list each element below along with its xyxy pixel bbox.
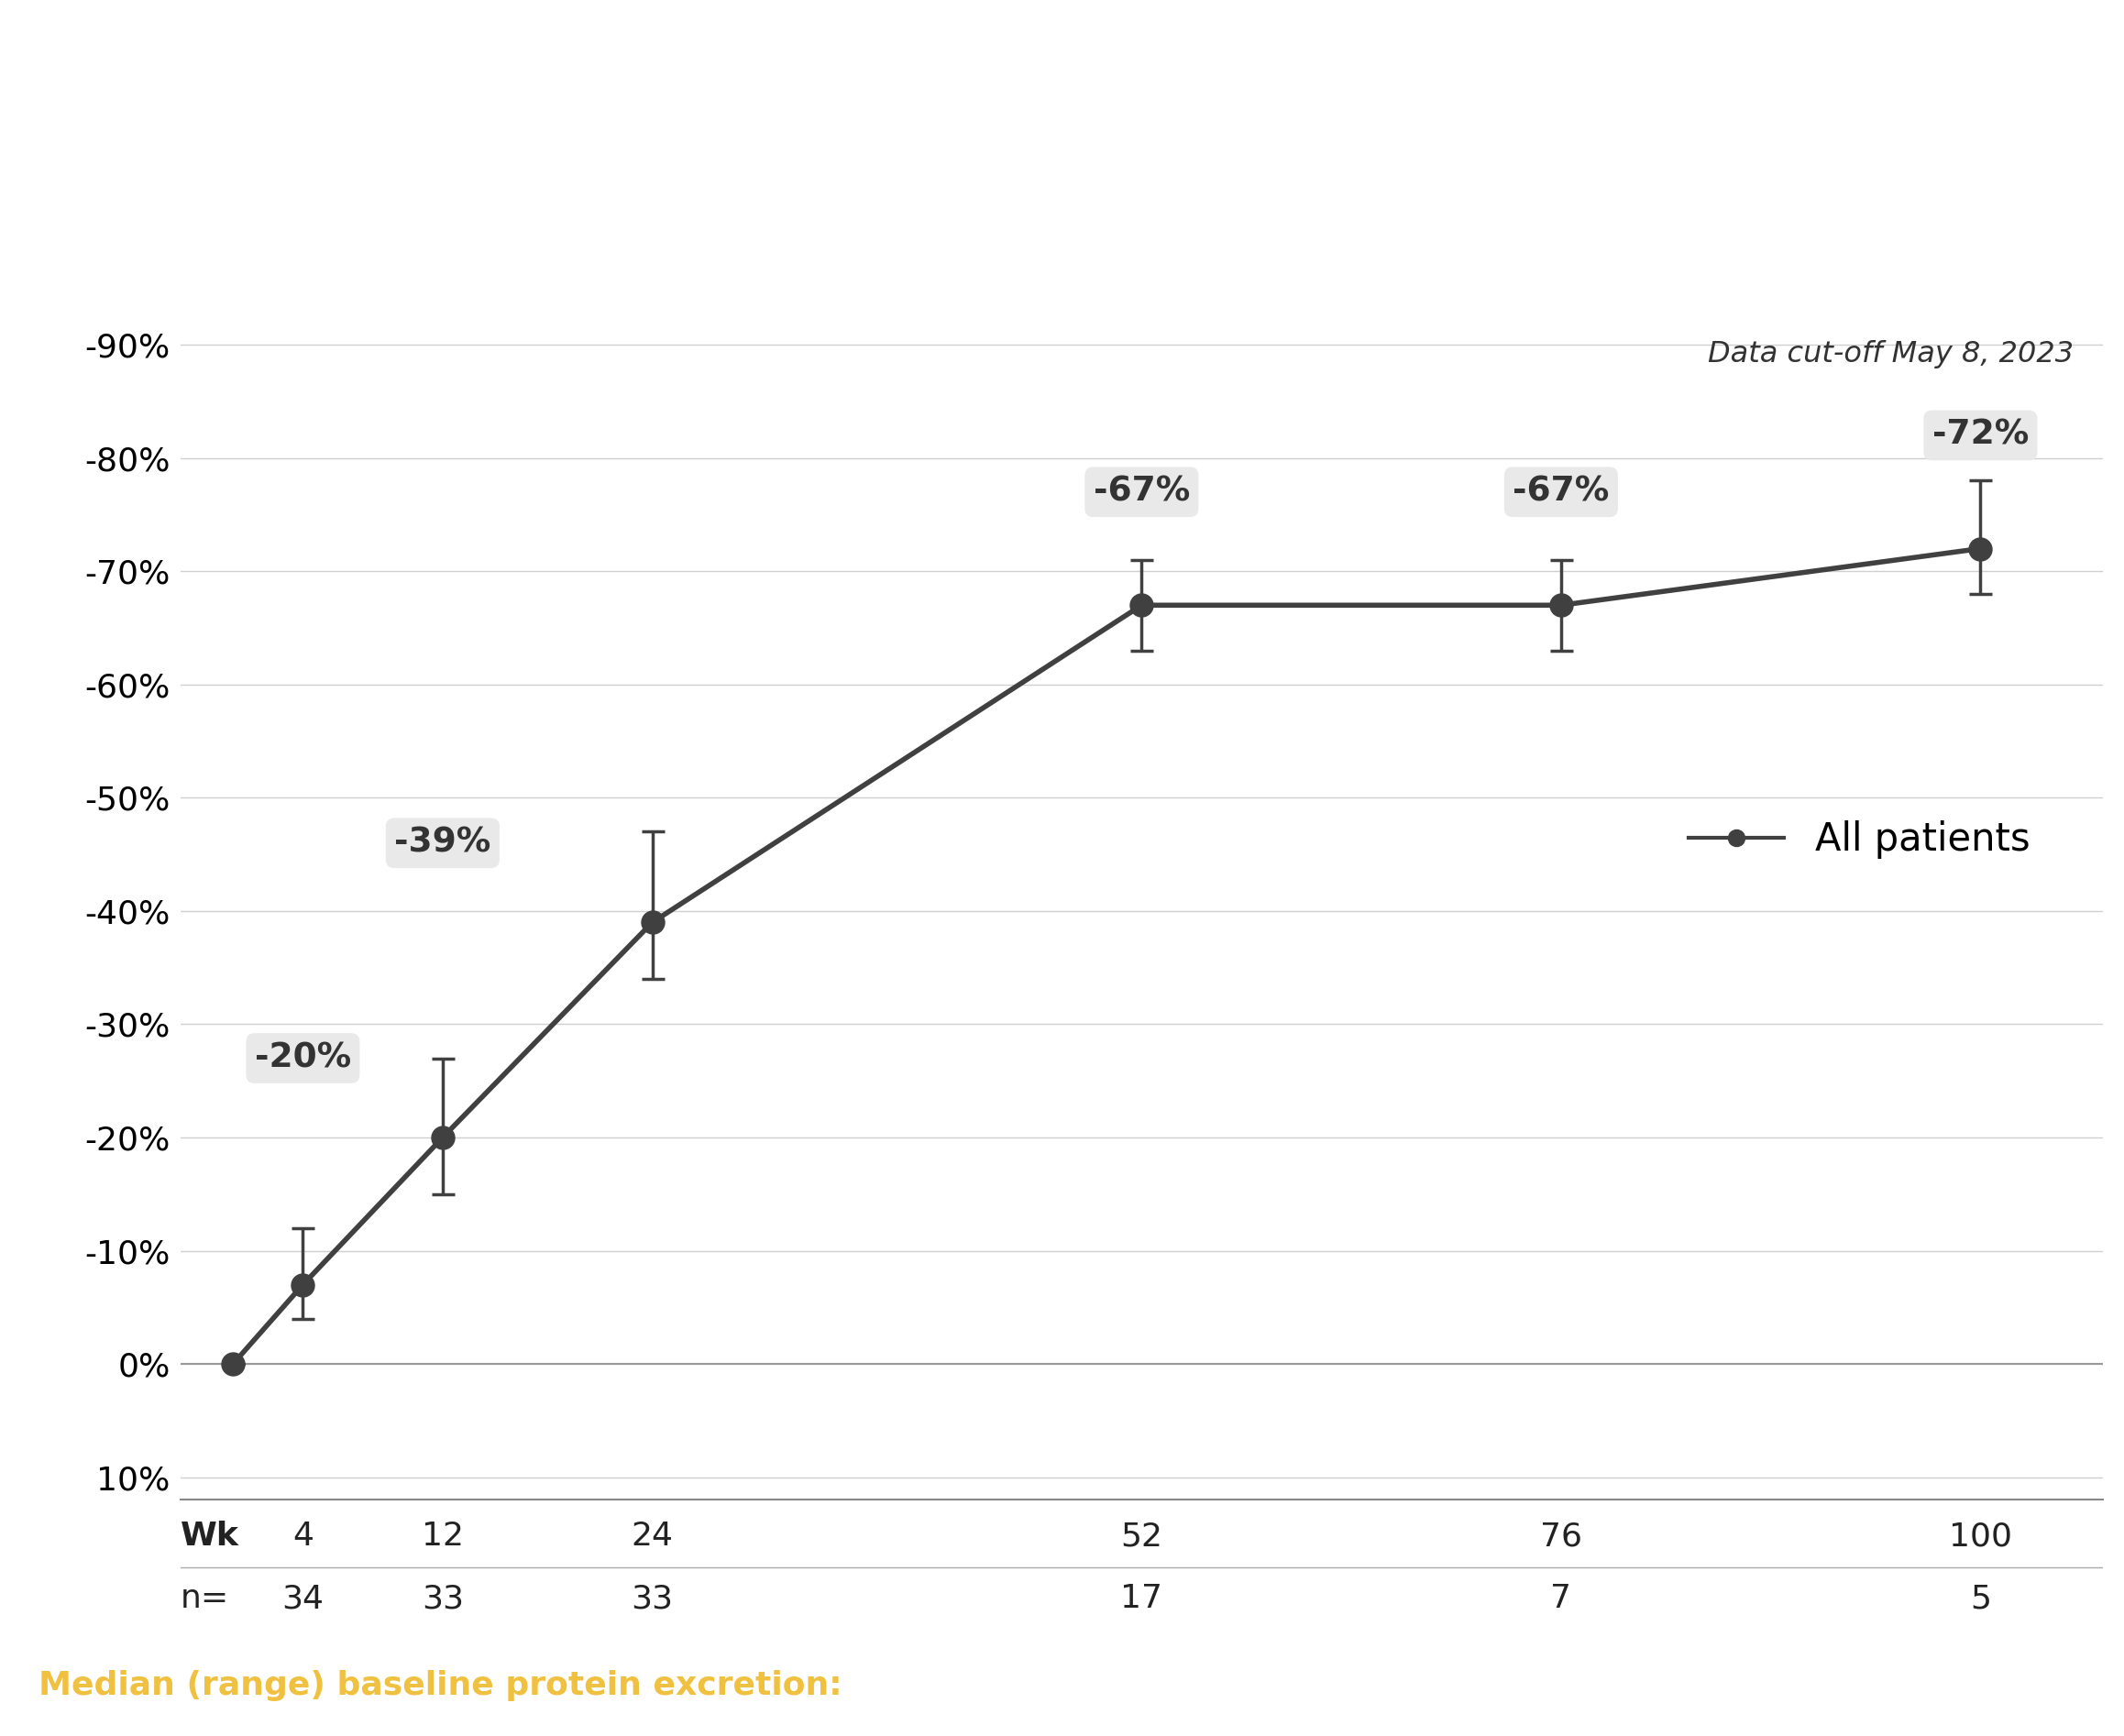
- Text: UPCR, Combined Cohorts: UPCR, Combined Cohorts: [567, 125, 1557, 193]
- Text: 4: 4: [293, 1521, 314, 1552]
- Text: 100: 100: [1950, 1521, 2011, 1552]
- Text: 7: 7: [1551, 1583, 1572, 1614]
- Text: 5: 5: [1969, 1583, 1990, 1614]
- Text: Median (range) baseline protein excretion:: Median (range) baseline protein excretio…: [38, 1670, 841, 1701]
- Text: % Reduction: % Reduction: [884, 236, 1240, 286]
- Text: 52: 52: [1121, 1521, 1162, 1552]
- Text: -67%: -67%: [1094, 476, 1189, 509]
- Text: 33: 33: [631, 1583, 673, 1614]
- Text: 76: 76: [1540, 1521, 1582, 1552]
- Text: 1.1  (0.3, 7.0) g/day: 1.1 (0.3, 7.0) g/day: [966, 1670, 1306, 1701]
- Text: 24: 24: [631, 1521, 673, 1552]
- Text: 17: 17: [1121, 1583, 1162, 1614]
- Text: -72%: -72%: [1933, 418, 2028, 451]
- Legend: All patients: All patients: [1674, 806, 2045, 875]
- Text: -67%: -67%: [1512, 476, 1610, 509]
- Text: -20%: -20%: [255, 1042, 350, 1075]
- Text: Data cut-off May 8, 2023: Data cut-off May 8, 2023: [1708, 340, 2073, 368]
- Text: 33: 33: [421, 1583, 463, 1614]
- Text: Wk: Wk: [181, 1521, 240, 1552]
- Text: 12: 12: [421, 1521, 463, 1552]
- Text: -39%: -39%: [395, 826, 491, 859]
- Text: 34: 34: [282, 1583, 325, 1614]
- Text: n=: n=: [181, 1583, 229, 1614]
- Text: % Reduction (Geometric Mean ± SE): % Reduction (Geometric Mean ± SE): [595, 236, 1529, 286]
